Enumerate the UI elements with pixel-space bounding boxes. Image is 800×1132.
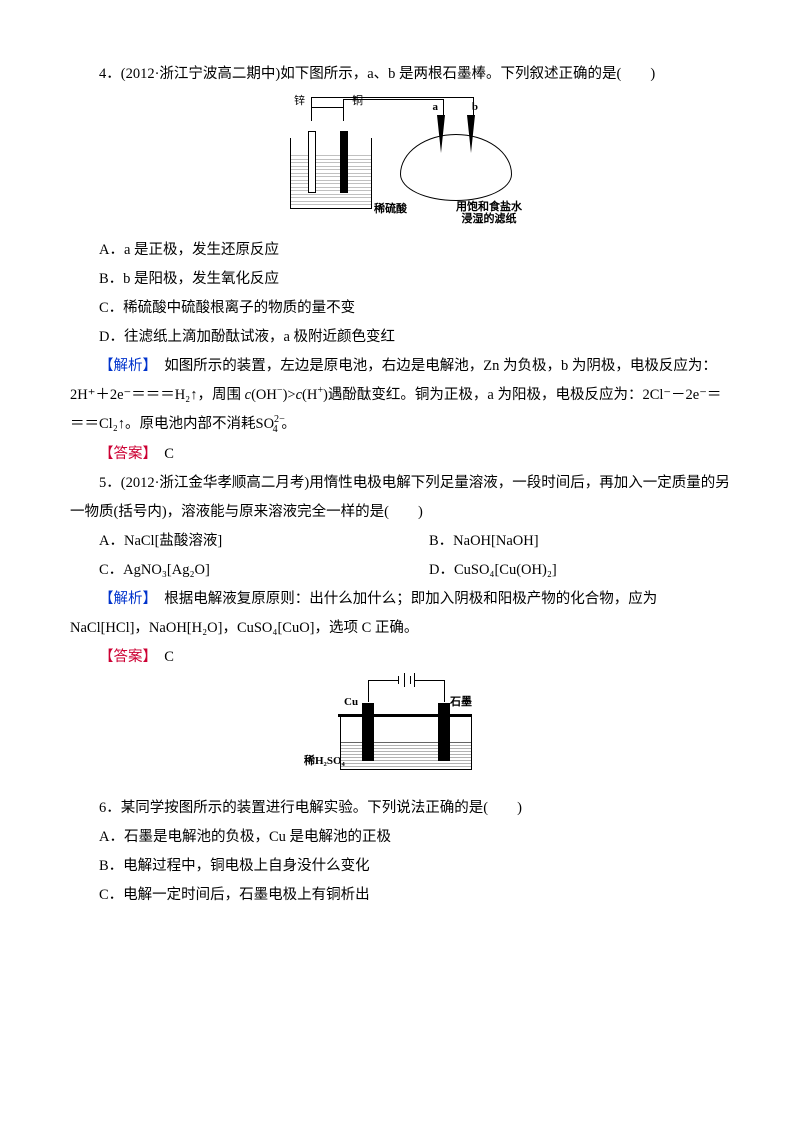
q4-option-b: B．b 是阳极，发生氧化反应 — [70, 265, 730, 294]
q5-option-b: B．NaOH[NaOH] — [400, 527, 730, 556]
electrolysis-cell — [340, 714, 472, 770]
a-label: a — [433, 101, 439, 113]
analysis-label: 【解析】 — [99, 591, 150, 607]
analysis-label: 【解析】 — [99, 358, 150, 374]
paper-label: 用饱和食盐水浸湿的滤纸 — [444, 201, 534, 225]
answer-label: 【答案】 — [99, 446, 150, 462]
cu-electrode — [340, 131, 348, 193]
q4-answer: 【答案】 C — [70, 440, 730, 469]
graphite-label: 石墨 — [450, 696, 472, 708]
h2so4-label: 稀硫酸 — [374, 203, 407, 215]
filter-paper — [400, 134, 512, 201]
q5-option-a: A．NaCl[盐酸溶液] — [70, 527, 400, 556]
q4-option-c: C．稀硫酸中硫酸根离子的物质的量不变 — [70, 294, 730, 323]
q5-answer: 【答案】 C — [70, 643, 730, 672]
answer-label: 【答案】 — [99, 649, 150, 665]
q4-option-d: D．往滤纸上滴加酚酞试液，a 极附近颜色变红 — [70, 323, 730, 352]
zn-label: 锌 — [294, 95, 305, 107]
q6-option-b: B．电解过程中，铜电极上自身没什么变化 — [70, 852, 730, 881]
graphite-b — [467, 115, 475, 153]
q5-options-row2: C．AgNO₃[Ag₂O] D．CuSO₄[Cu(OH)₂] — [70, 556, 730, 585]
q5-option-d: D．CuSO₄[Cu(OH)₂] — [400, 556, 730, 585]
conc-expr: c — [245, 387, 251, 403]
q5-options-row1: A．NaCl[盐酸溶液] B．NaOH[NaOH] — [70, 527, 730, 556]
q5-option-c: C．AgNO₃[Ag₂O] — [70, 556, 400, 585]
beaker — [290, 138, 372, 209]
h2so4-label: 稀H₂SO₄ — [304, 755, 345, 767]
cu-electrode — [362, 703, 374, 761]
zn-electrode — [308, 131, 316, 193]
q4-option-a: A．a 是正极，发生还原反应 — [70, 236, 730, 265]
q5-intro: 5．(2012·浙江金华孝顺高二月考)用惰性电极电解下列足量溶液，一段时间后，再… — [70, 469, 730, 527]
q6-diagram: Cu 石墨 稀H₂SO₄ — [70, 680, 730, 786]
cu-label: Cu — [344, 696, 358, 708]
q6-option-a: A．石墨是电解池的负极，Cu 是电解池的正极 — [70, 823, 730, 852]
graphite-electrode — [438, 703, 450, 761]
q4-intro: 4．(2012·浙江宁波高二期中)如下图所示，a、b 是两根石墨棒。下列叙述正确… — [70, 60, 730, 89]
graphite-a — [437, 115, 445, 153]
q6-intro: 6．某同学按图所示的装置进行电解实验。下列说法正确的是( ) — [70, 794, 730, 823]
q4-analysis: 【解析】 如图所示的装置，左边是原电池，右边是电解池，Zn 为负极，b 为阴极，… — [70, 352, 730, 440]
q6-option-c: C．电解一定时间后，石墨电极上有铜析出 — [70, 881, 730, 910]
q5-analysis: 【解析】 根据电解液复原原则：出什么加什么；即加入阴极和阳极产物的化合物，应为 … — [70, 585, 730, 643]
q4-diagram: 锌 铜 a b 稀硫酸 用饱和食盐水浸湿的滤纸 — [70, 97, 730, 228]
b-label: b — [472, 101, 478, 113]
